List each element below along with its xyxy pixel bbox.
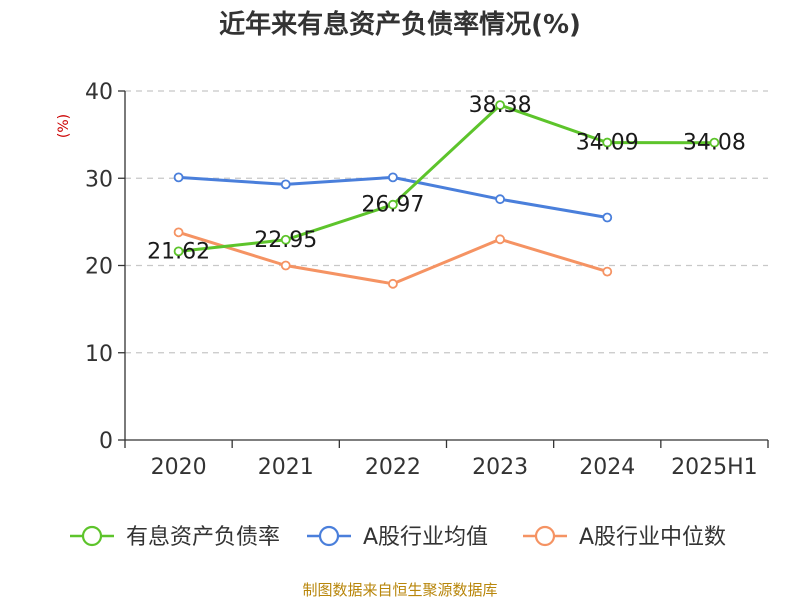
x-tick-label: 2020 (151, 455, 207, 480)
data-point (173, 246, 184, 257)
data-label: 38.38 (469, 93, 532, 118)
data-source-note: 制图数据来自恒生聚源数据库 (302, 581, 497, 599)
y-tick-label: 10 (85, 342, 113, 367)
legend-marker (318, 525, 340, 547)
data-point (280, 179, 291, 190)
legend-marker (534, 525, 556, 547)
data-point (388, 278, 398, 289)
data-label: 22.95 (254, 228, 317, 253)
legend-label: A股行业中位数 (579, 525, 726, 550)
data-label: 34.09 (576, 131, 639, 156)
data-point (602, 137, 613, 148)
data-point (495, 100, 505, 111)
y-tick-label: 0 (99, 429, 113, 454)
y-tick-label: 20 (85, 255, 113, 280)
data-point (602, 212, 613, 223)
gridlines (125, 90, 768, 354)
x-tick-label: 2021 (258, 455, 314, 480)
y-tick-label: 40 (85, 80, 113, 105)
axes: 0 10 20 30 40 2020 2021 2022 2023 2024 2025H1 (85, 80, 769, 480)
data-point (173, 172, 184, 183)
data-point (173, 227, 184, 238)
series-line (178, 230, 608, 286)
data-point (495, 194, 505, 205)
data-point (388, 172, 398, 183)
legend-label: 有息资产负债率 (126, 525, 280, 550)
data-label: 34.08 (683, 131, 746, 156)
legend-label: A股行业均值 (363, 525, 488, 550)
data-point (602, 266, 613, 277)
data-point (709, 137, 720, 148)
data-point (280, 260, 291, 271)
legend: 有息资产负债率 A股行业均值 A股行业中位数 (70, 525, 726, 550)
x-tick-label: 2023 (472, 455, 528, 480)
y-tick-label: 30 (85, 167, 113, 192)
series-line (178, 103, 715, 253)
data-point (495, 234, 505, 245)
data-point (280, 234, 291, 245)
data-point (388, 199, 398, 210)
data-label: 21.62 (147, 239, 210, 264)
x-tick-label: 2025H1 (671, 455, 758, 480)
legend-marker (81, 525, 103, 547)
data-label: 26.97 (361, 193, 424, 218)
x-tick-label: 2024 (579, 455, 635, 480)
x-tick-label: 2022 (365, 455, 421, 480)
series-lines (173, 100, 720, 289)
y-axis-label: (%) (56, 114, 72, 138)
chart-title: 近年来有息资产负债率情况(%) (219, 9, 581, 40)
data-labels: 21.62 22.95 26.97 38.38 34.09 34.08 (147, 93, 746, 264)
